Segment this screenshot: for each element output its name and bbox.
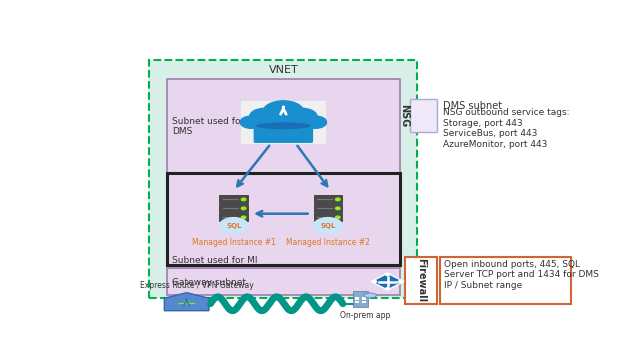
Circle shape [386,288,389,290]
Circle shape [250,108,280,125]
Text: NSG: NSG [399,104,409,127]
Circle shape [373,280,377,283]
Text: VNET: VNET [269,64,298,75]
Circle shape [287,108,317,125]
Circle shape [241,216,246,219]
Text: SQL: SQL [226,222,241,229]
FancyBboxPatch shape [405,257,437,304]
Circle shape [314,217,342,234]
FancyBboxPatch shape [314,204,342,212]
FancyBboxPatch shape [355,297,359,300]
Circle shape [241,207,246,210]
FancyBboxPatch shape [220,213,248,221]
FancyBboxPatch shape [150,60,417,298]
FancyBboxPatch shape [246,120,321,126]
Circle shape [335,207,340,210]
Text: SQL: SQL [320,222,336,229]
Text: Gateway subnet: Gateway subnet [172,279,246,288]
Circle shape [335,216,340,219]
FancyBboxPatch shape [220,195,248,203]
Ellipse shape [364,293,376,298]
FancyBboxPatch shape [362,297,366,300]
Text: Subnet used for
DMS: Subnet used for DMS [172,117,244,136]
FancyBboxPatch shape [167,79,400,195]
Text: Firewall: Firewall [416,258,426,302]
Circle shape [305,116,326,128]
FancyBboxPatch shape [355,301,359,303]
Circle shape [398,280,402,283]
Circle shape [220,217,248,234]
Text: On-prem app: On-prem app [340,311,390,320]
Circle shape [386,274,389,275]
FancyBboxPatch shape [220,204,248,212]
FancyBboxPatch shape [167,268,400,296]
Circle shape [262,101,304,124]
Text: Managed Instance #1: Managed Instance #1 [192,238,276,247]
Circle shape [241,198,246,201]
FancyBboxPatch shape [241,102,326,144]
Text: DMS subnet: DMS subnet [443,101,502,111]
FancyBboxPatch shape [167,174,400,265]
Ellipse shape [256,122,310,129]
Circle shape [240,116,262,128]
Text: →←: →← [177,299,196,309]
Text: Express Route / VPN Gateway: Express Route / VPN Gateway [140,281,253,290]
Text: Open inbound ports, 445, SQL
Server TCP port and 1434 for DMS
IP / Subnet range: Open inbound ports, 445, SQL Server TCP … [444,260,598,290]
Circle shape [259,110,293,129]
FancyBboxPatch shape [362,301,366,303]
FancyBboxPatch shape [314,213,342,221]
Circle shape [335,198,340,201]
Text: Managed Instance #2: Managed Instance #2 [286,238,370,247]
FancyBboxPatch shape [314,195,342,203]
FancyBboxPatch shape [440,257,571,304]
Text: Subnet used for MI: Subnet used for MI [172,256,257,265]
Polygon shape [371,273,404,290]
FancyBboxPatch shape [253,124,313,143]
FancyBboxPatch shape [410,99,437,132]
Polygon shape [164,293,209,311]
Text: NSG outbound service tags:
Storage, port 443
ServiceBus, port 443
AzureMonitor, : NSG outbound service tags: Storage, port… [443,108,570,149]
Circle shape [273,110,308,129]
FancyBboxPatch shape [353,291,367,307]
